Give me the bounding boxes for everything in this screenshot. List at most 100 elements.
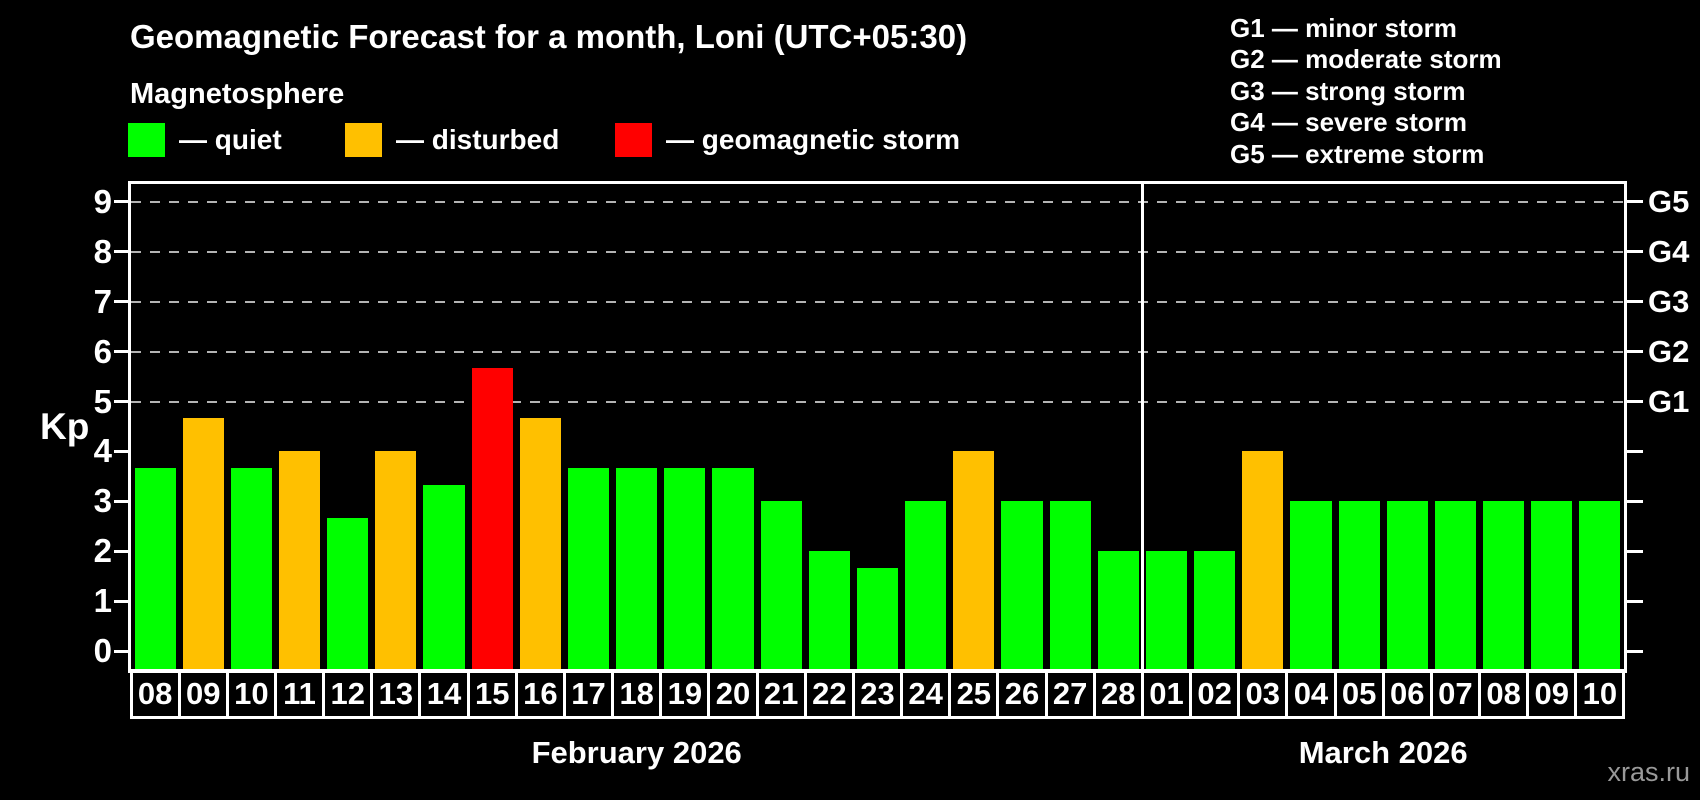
kp-bar <box>1434 501 1476 670</box>
y-axis-tick <box>114 599 128 603</box>
day-label: 15 <box>466 668 518 719</box>
y-axis-tick <box>114 350 128 354</box>
kp-bar <box>1194 551 1236 670</box>
day-label: 25 <box>948 668 1000 719</box>
g-scale-label: G3 <box>1648 283 1690 319</box>
day-label: 20 <box>707 668 759 719</box>
y-axis-tick <box>114 200 128 204</box>
legend-item-disturbed: — disturbed <box>345 121 559 159</box>
kp-bar <box>1579 501 1621 670</box>
y-tick-label: 5 <box>93 382 112 420</box>
day-label: 21 <box>755 668 807 719</box>
kp-bar <box>230 467 272 670</box>
g-axis-tick <box>1627 350 1643 354</box>
g-axis-tick <box>1627 549 1643 553</box>
y-axis-tick <box>114 549 128 553</box>
legend-label: — geomagnetic storm <box>666 124 961 155</box>
kp-bar <box>278 451 321 670</box>
kp-bar <box>1338 501 1380 670</box>
day-label: 08 <box>1478 668 1530 719</box>
kp-bar <box>1531 501 1573 670</box>
y-axis-tick <box>114 300 128 304</box>
kp-bar <box>1483 501 1525 670</box>
y-axis-tick <box>114 649 128 653</box>
gridline-kp5 <box>131 400 1624 403</box>
gridline-kp9 <box>131 200 1624 203</box>
kp-bar <box>808 551 850 670</box>
gridline-kp6 <box>131 350 1624 353</box>
g-scale-label: G2 <box>1648 333 1690 369</box>
g-scale-label: G5 <box>1648 183 1690 219</box>
day-label: 27 <box>1044 668 1096 719</box>
day-label: 17 <box>562 668 615 719</box>
day-label: 09 <box>177 668 229 719</box>
y-tick-label: 7 <box>93 282 112 320</box>
day-label: 11 <box>273 668 326 719</box>
kp-bar <box>1001 501 1043 670</box>
gridline-kp8 <box>131 250 1624 253</box>
day-label: 09 <box>1526 668 1578 719</box>
watermark: xras.ru <box>1607 757 1690 787</box>
kp-bar <box>1145 551 1188 670</box>
g-legend-line: G3 — strong storm <box>1230 75 1466 106</box>
g-axis-tick <box>1627 649 1643 653</box>
kp-bar <box>471 368 513 670</box>
g-legend-line: G5 — extreme storm <box>1230 138 1485 169</box>
chart-subtitle: Magnetosphere <box>130 78 345 110</box>
chart-title: Geomagnetic Forecast for a month, Loni (… <box>130 18 968 55</box>
month-separator <box>1140 184 1144 670</box>
kp-bar <box>712 467 754 670</box>
g-scale-label: G1 <box>1648 383 1690 419</box>
kp-bar <box>953 451 995 670</box>
y-tick-label: 6 <box>93 332 112 370</box>
legend-swatch-quiet <box>128 123 165 157</box>
month-label-march: March 2026 <box>1298 735 1468 770</box>
g-axis-tick <box>1627 499 1643 503</box>
y-axis-tick <box>114 499 128 503</box>
g-axis-tick <box>1627 300 1643 304</box>
day-label: 10 <box>225 668 277 719</box>
kp-bar <box>375 451 417 670</box>
kp-bar <box>1386 501 1428 670</box>
y-tick-label: 9 <box>93 182 112 220</box>
g-axis-tick <box>1627 400 1643 403</box>
day-label: 22 <box>803 668 855 719</box>
g-axis-tick <box>1627 599 1643 603</box>
day-label: 16 <box>514 668 566 719</box>
day-label: 07 <box>1429 668 1481 719</box>
kp-bar <box>1049 501 1091 670</box>
kp-bar <box>1097 551 1139 670</box>
y-axis-tick <box>114 400 128 403</box>
g-legend-line: G1 — minor storm <box>1230 13 1457 43</box>
g-axis-tick <box>1627 200 1643 204</box>
kp-bar <box>616 467 658 670</box>
day-label: 06 <box>1381 668 1433 719</box>
legend-swatch-storm <box>615 123 652 157</box>
legend-item-storm: — geomagnetic storm <box>615 121 960 159</box>
gridline-kp7 <box>131 300 1624 303</box>
month-label-february: February 2026 <box>531 735 742 770</box>
g-axis-tick <box>1627 250 1643 254</box>
g-axis-tick <box>1627 449 1643 453</box>
y-tick-label: 2 <box>93 532 112 570</box>
y-axis-tick <box>114 449 128 453</box>
day-label: 13 <box>370 668 422 719</box>
kp-bar <box>519 417 561 670</box>
day-label: 28 <box>1092 668 1144 719</box>
legend-item-quiet: — quiet <box>128 121 282 159</box>
kp-bar <box>567 467 610 670</box>
legend-label: — quiet <box>179 124 282 155</box>
day-label: 14 <box>418 668 470 719</box>
kp-bar <box>182 417 224 670</box>
kp-bar <box>134 467 176 670</box>
day-label: 08 <box>129 668 181 719</box>
day-label: 18 <box>611 668 663 719</box>
kp-bar <box>1242 451 1284 670</box>
y-axis-tick <box>114 250 128 254</box>
y-tick-label: 0 <box>93 632 112 669</box>
day-label: 23 <box>851 668 904 719</box>
g-legend-line: G4 — severe storm <box>1230 107 1468 138</box>
y-tick-label: 1 <box>93 582 112 620</box>
